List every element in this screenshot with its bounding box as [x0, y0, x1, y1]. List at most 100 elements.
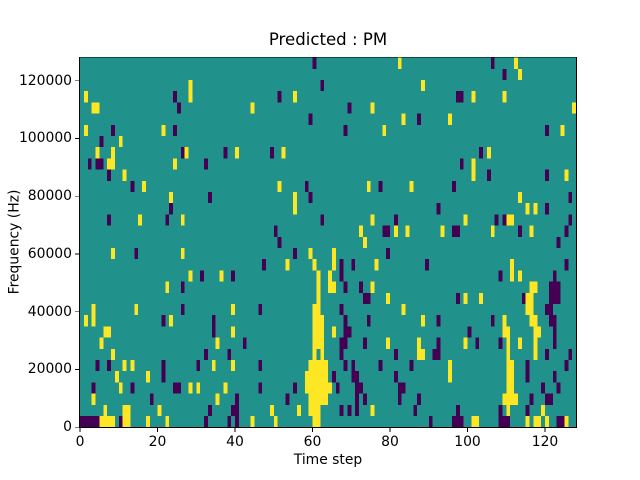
heatmap-cell-run — [370, 281, 375, 293]
heatmap-cell-run — [498, 416, 511, 428]
heatmap-cell-run — [568, 214, 573, 226]
heatmap-cell-run — [498, 270, 503, 282]
heatmap-cell-run — [564, 360, 569, 372]
heatmap-cell-run — [448, 360, 452, 372]
heatmap-cell-run — [180, 304, 185, 316]
heatmap-cell-run — [386, 292, 390, 304]
heatmap-cell-run — [393, 348, 398, 360]
heatmap-cell-run — [145, 416, 150, 428]
heatmap-cell-run — [223, 147, 228, 159]
heatmap-cell-run — [343, 281, 348, 293]
heatmap-cell-run — [293, 248, 297, 260]
heatmap-cell-run — [99, 136, 104, 148]
heatmap-cell-run — [397, 393, 402, 405]
heatmap-cell-run — [521, 292, 526, 304]
heatmap-cell-run — [145, 371, 150, 383]
x-tick-label: 0 — [75, 434, 85, 451]
heatmap-cell-run — [421, 80, 425, 92]
heatmap-cell-run — [231, 270, 235, 282]
heatmap-cell-run — [173, 382, 181, 394]
heatmap-cell-run — [308, 360, 328, 372]
heatmap-cell-run — [304, 371, 328, 383]
heatmap-cell-run — [517, 225, 522, 237]
heatmap-cell-run — [529, 281, 538, 293]
heatmap-cell-run — [107, 158, 115, 170]
heatmap-cell-run — [533, 326, 542, 338]
heatmap-cell-run — [506, 348, 511, 360]
heatmap-cell-run — [312, 57, 317, 69]
heatmap-cell-run — [207, 192, 212, 204]
y-tick-mark — [75, 80, 80, 82]
heatmap-cell-run — [99, 337, 104, 349]
heatmap-cell-run — [188, 80, 193, 92]
heatmap-cell-run — [204, 348, 208, 360]
heatmap-cell-run — [285, 393, 290, 405]
y-tick-mark — [75, 138, 80, 139]
heatmap-cell-run — [204, 416, 208, 428]
heatmap-cell-run — [548, 315, 557, 327]
heatmap-cell-run — [517, 337, 522, 349]
heatmap-cell-run — [436, 337, 441, 349]
heatmap-cell-run — [269, 147, 274, 159]
heatmap-cell-run — [316, 292, 321, 304]
heatmap-cell-run — [556, 236, 561, 248]
heatmap-cell-run — [459, 158, 464, 170]
heatmap-cell-run — [80, 416, 100, 428]
heatmap-cell-run — [545, 304, 553, 316]
heatmap-cell-run — [204, 158, 208, 170]
heatmap-cell-run — [517, 192, 522, 204]
heatmap-cell-run — [339, 404, 344, 416]
y-tick-label: 80000 — [27, 188, 72, 205]
x-tick-mark — [389, 427, 391, 432]
heatmap-cell-run — [378, 360, 383, 372]
heatmap-cell-run — [455, 91, 464, 103]
heatmap-cell-run — [231, 360, 235, 372]
bottom-spine — [79, 427, 577, 428]
heatmap-cell-run — [107, 360, 111, 372]
heatmap-cell-run — [118, 136, 123, 148]
heatmap-cell-run — [188, 382, 193, 394]
x-tick-mark — [234, 427, 236, 432]
heatmap-cell-run — [95, 147, 100, 159]
heatmap-cell-run — [339, 348, 344, 360]
heatmap-cell-run — [517, 68, 522, 80]
heatmap-cell-run — [83, 124, 88, 136]
heatmap-cell-run — [529, 225, 534, 237]
heatmap-cell-run — [370, 214, 375, 226]
left-spine — [79, 56, 80, 429]
heatmap-cell-run — [362, 236, 367, 248]
x-tick-label: 80 — [381, 434, 399, 451]
heatmap-cell-run — [122, 360, 127, 372]
heatmap-cell-run — [362, 393, 367, 405]
heatmap-cell-run — [339, 304, 344, 316]
heatmap-cell-run — [405, 225, 410, 237]
heatmap-cell-run — [231, 304, 235, 316]
x-axis-label: Time step — [293, 452, 363, 468]
heatmap-cell-run — [277, 180, 282, 192]
heatmap-cell-run — [502, 326, 511, 338]
heatmap-cell-run — [87, 158, 92, 170]
heatmap-cell-run — [331, 371, 336, 383]
heatmap-cell-run — [393, 371, 398, 383]
heatmap-cell-run — [328, 281, 336, 293]
heatmap-cell-run — [297, 404, 301, 416]
x-tick-mark — [312, 427, 313, 432]
y-tick-label: 40000 — [27, 303, 72, 320]
heatmap-cell-run — [506, 371, 514, 383]
heatmap-cell-run — [165, 214, 170, 226]
heatmap-cell-run — [409, 180, 414, 192]
heatmap-cell-run — [107, 214, 111, 226]
y-tick-mark — [75, 253, 80, 255]
heatmap-cell-run — [308, 113, 313, 125]
heatmap-cell-run — [91, 304, 96, 316]
heatmap-cell-run — [506, 214, 514, 226]
heatmap-cell-run — [304, 180, 309, 192]
heatmap-cell-run — [122, 169, 127, 181]
heatmap-cell-run — [355, 393, 359, 405]
y-tick-mark — [75, 195, 80, 197]
heatmap-cell-run — [510, 270, 514, 282]
x-tick-label: 60 — [303, 434, 322, 451]
heatmap-cell-run — [107, 169, 111, 181]
heatmap-cell-run — [95, 158, 104, 170]
heatmap-cell-run — [111, 147, 115, 159]
